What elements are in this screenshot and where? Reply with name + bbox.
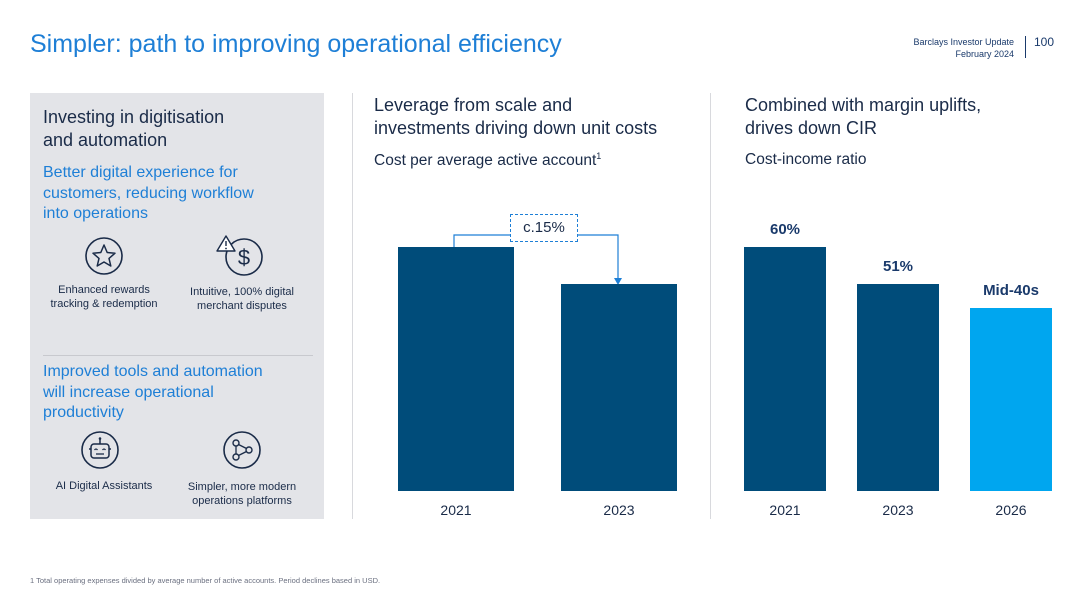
- chart2-title-line: drives down CIR: [745, 118, 878, 138]
- data-label: 60%: [769, 221, 801, 238]
- chart1-title-line: investments driving down unit costs: [374, 118, 658, 138]
- callout-connector-right: [578, 234, 619, 280]
- subheading-line: productivity: [43, 404, 124, 421]
- bar-2023: [561, 283, 677, 491]
- page-number: 100: [1034, 35, 1055, 49]
- bar-2021: [398, 247, 514, 491]
- icon-label-line: Enhanced rewards: [58, 284, 150, 296]
- chart2-title: Combined with margin uplifts, drives dow…: [745, 94, 981, 140]
- subheading-line: customers, reducing workflow: [43, 184, 254, 202]
- subheading-line: Improved tools and automation: [43, 363, 263, 380]
- x-tick-label: 2026: [995, 502, 1027, 518]
- star-icon: [85, 237, 123, 275]
- callout-connector-left: [453, 234, 510, 247]
- column-divider: [352, 93, 353, 519]
- panel-heading: Investing in digitisation and automation: [43, 106, 224, 152]
- section1-subheading: Better digital experience for customers,…: [43, 163, 254, 225]
- icon-label-disputes: Intuitive, 100% digital merchant dispute…: [177, 285, 307, 313]
- icon-label-line: tracking & redemption: [50, 298, 158, 310]
- header-date: February 2024: [955, 49, 1014, 59]
- bar-2026: [970, 308, 1052, 491]
- data-label: 51%: [882, 257, 914, 275]
- icon-label-platforms: Simpler, more modern operations platform…: [177, 480, 307, 508]
- x-tick-label: 2023: [603, 502, 635, 518]
- icon-label-line: Intuitive, 100% digital: [190, 286, 294, 298]
- subheading-line: Better digital experience for: [43, 164, 238, 181]
- chart1-callout: c.15%: [510, 214, 578, 242]
- panel-heading-line: and automation: [43, 130, 168, 150]
- subheading-line: will increase operational: [43, 383, 214, 401]
- icon-label-line: operations platforms: [192, 495, 292, 507]
- icon-label-line: AI Digital Assistants: [55, 480, 153, 492]
- header-meta: Barclays Investor Update February 2024: [913, 36, 1014, 60]
- chart1-subtitle-text: Cost per average active account: [374, 152, 597, 170]
- column-divider: [710, 93, 711, 519]
- callout-arrowhead: [614, 278, 622, 285]
- chart1-subtitle: Cost per average active account1: [374, 151, 601, 170]
- dollar-alert-icon: $: [216, 235, 263, 276]
- header-company: Barclays Investor Update: [913, 37, 1014, 47]
- chart1-title: Leverage from scale and investments driv…: [374, 94, 657, 140]
- bar-2023: [857, 283, 939, 491]
- robot-icon: [81, 431, 119, 469]
- x-tick-label: 2021: [769, 502, 801, 518]
- icon-label-rewards: Enhanced rewards tracking & redemption: [39, 283, 169, 311]
- subheading-line: into operations: [43, 205, 148, 222]
- panel-divider: [43, 355, 313, 356]
- chart1-title-line: Leverage from scale and: [374, 95, 573, 115]
- section2-subheading: Improved tools and automation will incre…: [43, 362, 263, 424]
- data-label: Mid-40s: [983, 282, 1039, 299]
- icon-label-line: Simpler, more modern: [187, 481, 297, 493]
- svg-text:$: $: [238, 245, 250, 270]
- left-panel: [30, 93, 324, 519]
- x-tick-label: 2023: [882, 502, 914, 518]
- workflow-icon: [223, 431, 261, 469]
- x-tick-label: 2021: [440, 502, 472, 518]
- header-divider: [1025, 36, 1026, 58]
- page-title: Simpler: path to improving operational e…: [30, 30, 562, 58]
- chart2-title-line: Combined with margin uplifts,: [745, 95, 982, 115]
- footnote: 1 Total operating expenses divided by av…: [30, 576, 381, 585]
- chart2-subtitle: Cost-income ratio: [745, 151, 867, 168]
- panel-heading-line: Investing in digitisation: [43, 107, 225, 127]
- icon-label-ai: AI Digital Assistants: [39, 479, 169, 493]
- bar-2021: [744, 247, 826, 491]
- icon-label-line: merchant disputes: [197, 300, 287, 312]
- footnote-marker: 1: [596, 151, 602, 161]
